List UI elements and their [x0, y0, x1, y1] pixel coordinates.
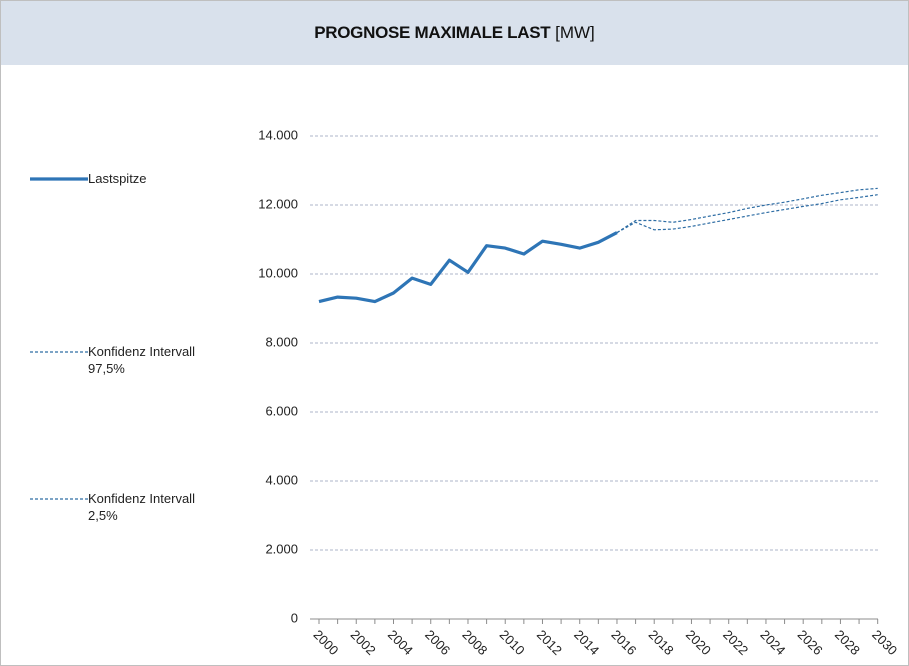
- x-tick-label: 2000: [310, 627, 341, 658]
- legend-swatch: [30, 498, 88, 500]
- x-tick-label: 2012: [534, 627, 565, 658]
- y-tick-label: 0: [291, 610, 298, 625]
- legend-label: Lastspitze: [88, 171, 147, 186]
- chart-unit: [MW]: [555, 23, 595, 42]
- legend-label: Konfidenz Intervall 97,5%: [88, 344, 195, 376]
- legend-entry: Konfidenz Intervall 2,5%: [30, 490, 220, 524]
- y-tick-label: 14.000: [258, 127, 298, 142]
- x-tick-label: 2002: [348, 627, 379, 658]
- legend-entry: Lastspitze: [30, 170, 220, 187]
- x-tick-label: 2016: [608, 627, 639, 658]
- x-tick-label: 2010: [497, 627, 528, 658]
- x-tick-label: 2006: [422, 627, 453, 658]
- legend-label: Konfidenz Intervall 2,5%: [88, 491, 195, 523]
- x-tick-label: 2024: [757, 627, 788, 658]
- y-tick-label: 10.000: [258, 265, 298, 280]
- x-tick-label: 2018: [646, 627, 677, 658]
- x-tick-label: 2030: [869, 627, 900, 658]
- chart-title: PROGNOSE MAXIMALE LAST: [314, 23, 551, 42]
- legend-swatch: [30, 177, 88, 181]
- x-tick-label: 2014: [571, 627, 602, 658]
- title-bar: PROGNOSE MAXIMALE LAST [MW]: [1, 1, 908, 65]
- series-line: [616, 194, 878, 234]
- y-tick-label: 4.000: [265, 472, 298, 487]
- series-line: [318, 231, 618, 304]
- y-tick-label: 2.000: [265, 541, 298, 556]
- x-tick-label: 2028: [832, 627, 863, 658]
- y-tick-label: 6.000: [265, 403, 298, 418]
- y-tick-label: 8.000: [265, 334, 298, 349]
- x-tick-label: 2004: [385, 627, 416, 658]
- series-line: [616, 187, 878, 234]
- x-tick-label: 2026: [795, 627, 826, 658]
- x-tick-label: 2020: [683, 627, 714, 658]
- y-tick-label: 12.000: [258, 196, 298, 211]
- x-tick-label: 2008: [459, 627, 490, 658]
- legend-swatch: [30, 351, 88, 353]
- x-tick-label: 2022: [720, 627, 751, 658]
- legend-entry: Konfidenz Intervall 97,5%: [30, 343, 220, 377]
